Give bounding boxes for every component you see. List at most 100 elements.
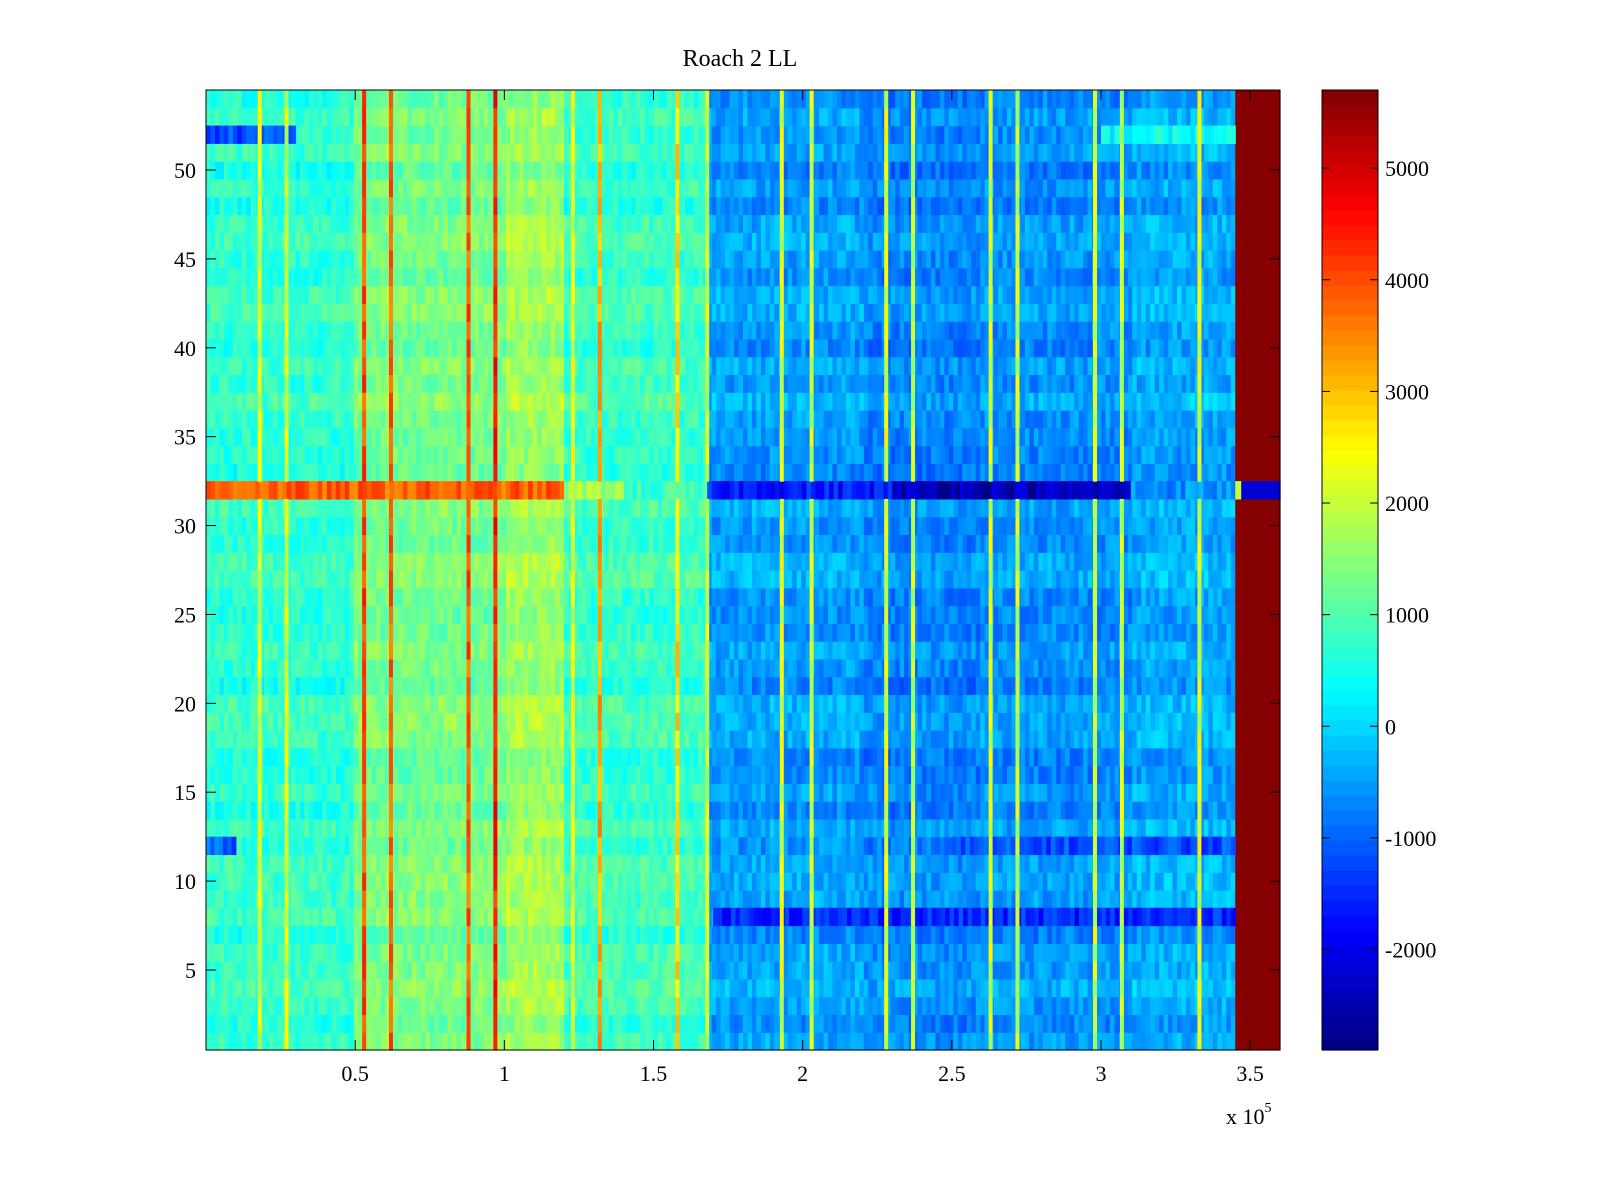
heatmap-cell bbox=[241, 818, 247, 838]
heatmap-cell bbox=[796, 978, 802, 998]
heatmap-cell bbox=[1266, 836, 1272, 856]
heatmap-cell bbox=[1208, 765, 1214, 784]
heatmap-cell bbox=[250, 747, 256, 767]
heatmap-cell bbox=[1105, 818, 1111, 838]
heatmap-cell bbox=[854, 978, 860, 998]
heatmap-cell bbox=[814, 925, 820, 944]
heatmap-cell bbox=[519, 676, 525, 696]
heatmap-cell bbox=[344, 854, 350, 873]
heatmap-cell bbox=[1190, 854, 1196, 873]
heatmap-cell bbox=[1069, 712, 1075, 731]
heatmap-cell bbox=[1042, 818, 1048, 838]
heatmap-cell bbox=[402, 890, 408, 909]
heatmap-cell bbox=[259, 694, 265, 713]
heatmap-cell bbox=[1257, 890, 1263, 909]
heatmap-cell bbox=[353, 801, 359, 820]
heatmap-cell bbox=[751, 978, 758, 998]
heatmap-cell bbox=[832, 1014, 838, 1033]
heatmap-cell bbox=[1150, 1014, 1156, 1033]
heatmap-cell bbox=[308, 836, 314, 856]
heatmap-cell bbox=[250, 854, 256, 873]
heatmap-cell bbox=[1011, 747, 1017, 767]
heatmap-cell bbox=[787, 676, 793, 696]
heatmap-cell bbox=[241, 730, 247, 749]
heatmap-cell bbox=[1190, 730, 1196, 749]
heatmap-cell bbox=[671, 747, 677, 767]
heatmap-cell bbox=[344, 1014, 350, 1033]
heatmap-cell bbox=[1159, 1014, 1165, 1033]
heatmap-cell bbox=[228, 765, 234, 784]
heatmap-cell bbox=[1244, 996, 1250, 1016]
heatmap-cell bbox=[662, 836, 668, 856]
heatmap-cell bbox=[1141, 961, 1147, 980]
heatmap-cell bbox=[935, 961, 941, 980]
heatmap-cell bbox=[604, 730, 610, 749]
heatmap-cell bbox=[1235, 694, 1241, 713]
heatmap-cell bbox=[836, 1032, 843, 1051]
heatmap-cell bbox=[501, 925, 507, 944]
heatmap-cell bbox=[340, 996, 346, 1016]
heatmap-cell bbox=[1253, 1014, 1259, 1033]
heatmap-cell bbox=[1181, 961, 1187, 980]
heatmap-cell bbox=[487, 996, 493, 1016]
heatmap-cell bbox=[523, 818, 529, 838]
heatmap-cell bbox=[1042, 730, 1048, 749]
heatmap-cell bbox=[371, 943, 377, 962]
heatmap-cell bbox=[680, 890, 686, 909]
heatmap-cell bbox=[738, 1014, 744, 1033]
heatmap-cell bbox=[1221, 961, 1227, 980]
heatmap-cell bbox=[264, 907, 270, 927]
heatmap-cell bbox=[1275, 890, 1281, 909]
heatmap-cell bbox=[1244, 694, 1250, 713]
heatmap-cell bbox=[416, 890, 422, 909]
heatmap-cell bbox=[376, 676, 382, 696]
heatmap-cell bbox=[438, 961, 444, 980]
heatmap-cell bbox=[917, 747, 923, 767]
heatmap-cell bbox=[1002, 996, 1008, 1016]
heatmap-cell bbox=[590, 801, 596, 820]
heatmap-cell bbox=[474, 854, 480, 873]
heatmap-cell bbox=[380, 961, 386, 980]
heatmap-cell bbox=[608, 836, 614, 856]
heatmap-cell bbox=[349, 890, 355, 909]
heatmap-cell bbox=[599, 854, 605, 873]
heatmap-cell bbox=[626, 712, 632, 731]
heatmap-cell bbox=[1168, 801, 1174, 820]
heatmap-cell bbox=[393, 890, 400, 909]
heatmap-cell bbox=[228, 712, 234, 731]
heatmap-cell bbox=[1136, 854, 1142, 873]
heatmap-cell bbox=[1226, 765, 1232, 784]
heatmap-cell bbox=[1029, 783, 1035, 802]
heatmap-cell bbox=[537, 1014, 543, 1033]
heatmap-cell bbox=[1230, 747, 1236, 767]
heatmap-cell bbox=[514, 765, 520, 784]
heatmap-cell bbox=[429, 747, 435, 767]
heatmap-cell bbox=[416, 925, 422, 944]
heatmap-cell bbox=[922, 1032, 928, 1051]
heatmap-cell bbox=[622, 747, 628, 767]
heatmap-cell bbox=[832, 694, 838, 713]
heatmap-cell bbox=[438, 978, 444, 998]
heatmap-cell bbox=[971, 1032, 977, 1051]
heatmap-cell bbox=[1020, 801, 1026, 820]
heatmap-cell bbox=[1127, 747, 1133, 767]
heatmap-cell bbox=[523, 1014, 529, 1033]
heatmap-cell bbox=[1069, 783, 1075, 802]
heatmap-cell bbox=[268, 747, 274, 767]
heatmap-cell bbox=[1083, 854, 1089, 873]
heatmap-cell bbox=[429, 961, 435, 980]
heatmap-cell bbox=[1203, 730, 1209, 749]
heatmap-cell bbox=[380, 818, 386, 838]
heatmap-cell bbox=[729, 1014, 735, 1033]
heatmap-cell bbox=[358, 712, 364, 731]
heatmap-cell bbox=[801, 1014, 807, 1033]
heatmap-cell bbox=[774, 836, 780, 856]
heatmap-cell bbox=[747, 836, 753, 856]
heatmap-cell bbox=[1083, 961, 1089, 980]
heatmap-cell bbox=[1078, 712, 1084, 731]
heatmap-cell bbox=[1069, 943, 1075, 962]
heatmap-cell bbox=[613, 694, 619, 713]
heatmap-cell bbox=[496, 676, 502, 696]
heatmap-cell bbox=[707, 818, 713, 838]
heatmap-cell bbox=[438, 747, 444, 767]
